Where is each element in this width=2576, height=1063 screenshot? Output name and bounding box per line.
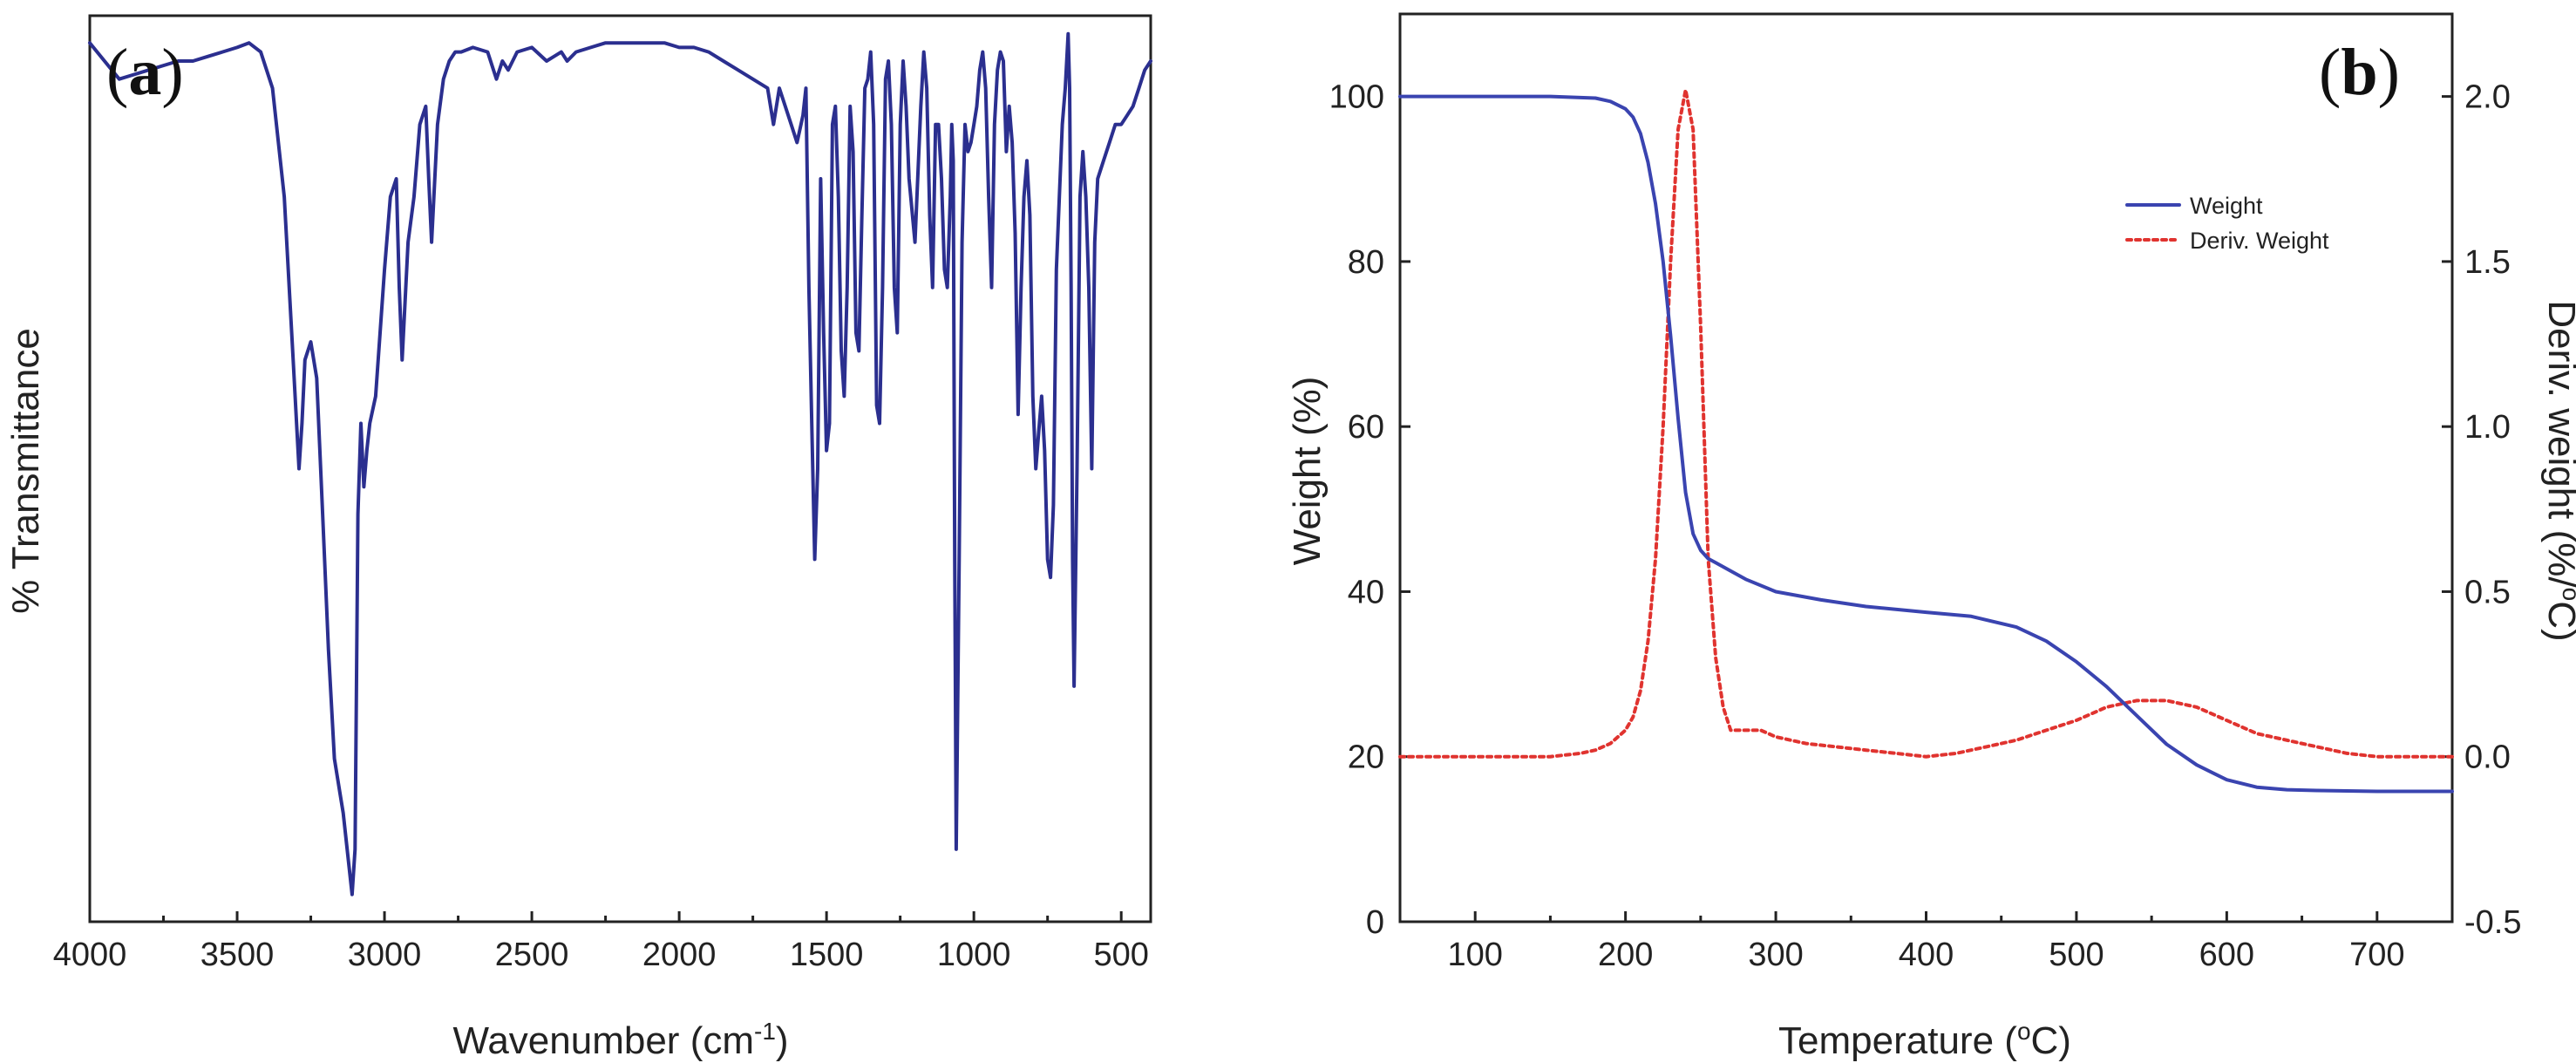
- panel-a-x-axis-title: Wavenumber (cm-1): [452, 1018, 788, 1062]
- panel-a-x-tick-label: 3500: [201, 937, 275, 973]
- panel-a-x-ticks: [88, 911, 1123, 922]
- panel-b-x-tick-label: 600: [2199, 937, 2254, 973]
- panel-b-right-y-tick-label: 2.0: [2464, 79, 2511, 116]
- panel-b-x-tick-label: 700: [2349, 937, 2404, 973]
- panel-a-x-tick-label: 2000: [642, 937, 717, 973]
- panel-b-label: (b): [2319, 36, 2400, 109]
- panel-a-label: (a): [106, 36, 184, 109]
- panel-b-left-y-tick-label: 0: [1366, 904, 1384, 941]
- panel-b-left-y-ticks: [1400, 95, 1410, 923]
- panel-a-x-tick-label: 3000: [348, 937, 422, 973]
- panel-b-right-y-tick-label: 0.5: [2464, 574, 2511, 610]
- panel-b-right-y-tick-label: -0.5: [2464, 904, 2521, 941]
- panel-a-ir-spectrum-line: [88, 31, 1152, 896]
- panel-b-x-tick-label: 500: [2049, 937, 2104, 973]
- panel-b-left-y-tick-label: 20: [1348, 739, 1384, 776]
- panel-b-x-tick-label: 400: [1899, 937, 1954, 973]
- panel-b-right-y-tick-labels: -0.5 0.0 0.5 1.0 1.5 2.0: [2464, 79, 2521, 941]
- panel-b-x-tick-label: 100: [1448, 937, 1503, 973]
- panel-b-weight-line: [1398, 94, 2454, 794]
- panel-b-right-y-ticks: [2442, 95, 2452, 923]
- panel-b-right-y-axis-title: Deriv. weight (%/oC): [2540, 300, 2576, 641]
- panel-b-chart: 100 200 300 400 500 600 700 0 20 40 60 80 100 -0.5 0…: [1286, 12, 2576, 1062]
- panel-a-x-tick-labels: 4000 3500 3000 2500 2000 1500 1000 500: [53, 937, 1149, 973]
- panel-b-legend: Weight Deriv. Weight: [2125, 193, 2329, 254]
- panel-b-left-y-tick-label: 100: [1329, 79, 1384, 116]
- panel-b-x-ticks: [1473, 911, 2379, 922]
- legend-weight-label: Weight: [2190, 193, 2263, 219]
- panel-b-left-y-tick-label: 80: [1348, 244, 1384, 281]
- panel-b-x-tick-label: 200: [1598, 937, 1653, 973]
- panel-b-left-y-tick-labels: 0 20 40 60 80 100: [1329, 79, 1384, 941]
- panel-b-plot-frame: [1398, 12, 2454, 923]
- panel-a-chart: 4000 3500 3000 2500 2000 1500 1000 500 (a) Wave…: [4, 14, 1152, 1062]
- panel-a-x-tick-label: 4000: [53, 937, 127, 973]
- panel-a-x-tick-label: 1500: [790, 937, 864, 973]
- panel-a-x-tick-label: 500: [1093, 937, 1148, 973]
- panel-b-x-tick-labels: 100 200 300 400 500 600 700: [1448, 937, 2405, 973]
- panel-b-left-y-axis-title: Weight (%): [1286, 377, 1329, 566]
- panel-a-y-axis-title: % Transmittance: [4, 328, 47, 614]
- panel-b-x-tick-label: 300: [1748, 937, 1803, 973]
- panel-a-x-tick-label: 1000: [937, 937, 1011, 973]
- panel-a-plot-frame: [88, 14, 1152, 923]
- panel-b-x-axis-title: Temperature (oC): [1778, 1018, 2071, 1062]
- legend-deriv-weight-label: Deriv. Weight: [2190, 228, 2329, 254]
- panel-b-right-y-tick-label: 1.5: [2464, 244, 2511, 281]
- panel-a-x-tick-label: 2500: [495, 937, 569, 973]
- panel-b-right-y-tick-label: 0.0: [2464, 739, 2511, 776]
- panel-b-left-y-tick-label: 40: [1348, 574, 1384, 610]
- panel-b-deriv-weight-line: [1398, 88, 2454, 759]
- panel-b-right-y-tick-label: 1.0: [2464, 409, 2511, 446]
- panel-b-left-y-tick-label: 60: [1348, 409, 1384, 446]
